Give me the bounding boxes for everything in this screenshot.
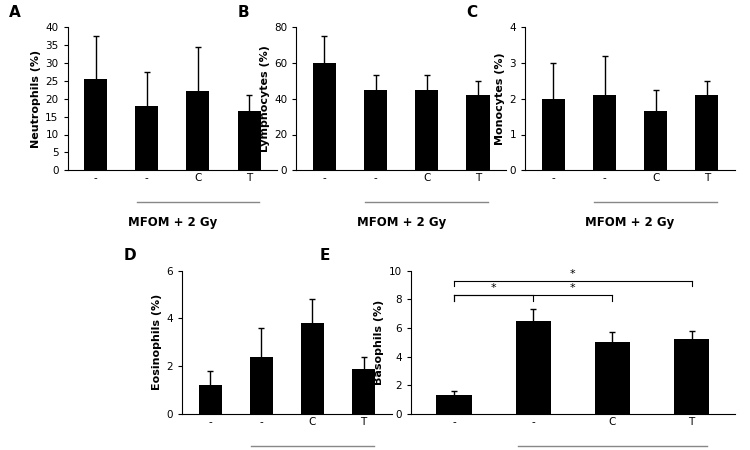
Bar (695, 95, 718, 171)
Y-axis label: Neutrophils (%): Neutrophils (%) (31, 50, 41, 148)
Y-axis label: Eosinophils (%): Eosinophils (%) (152, 294, 162, 391)
Text: C: C (466, 5, 478, 20)
Text: *: * (570, 283, 576, 293)
Bar (313, 63, 336, 171)
Bar (352, 369, 375, 414)
Bar (674, 339, 710, 414)
Bar (199, 385, 221, 414)
Text: B: B (238, 5, 249, 20)
Y-axis label: Monocytes (%): Monocytes (%) (496, 52, 506, 145)
Bar (250, 357, 273, 414)
Bar (593, 95, 616, 171)
Bar (436, 396, 472, 414)
Bar (466, 95, 490, 171)
Text: D: D (123, 248, 136, 264)
Bar (301, 323, 324, 414)
Text: E: E (320, 248, 331, 264)
Text: MFOM + 2 Gy: MFOM + 2 Gy (128, 216, 217, 229)
Bar (84, 79, 107, 171)
Bar (364, 90, 387, 171)
Text: A: A (9, 5, 20, 20)
Bar (515, 321, 551, 414)
Bar (416, 90, 438, 171)
Bar (187, 91, 209, 171)
Text: *: * (491, 283, 496, 293)
Text: MFOM + 2 Gy: MFOM + 2 Gy (586, 216, 675, 229)
Y-axis label: Lymphocytes (%): Lymphocytes (%) (260, 45, 270, 152)
Bar (595, 342, 630, 414)
Bar (135, 106, 158, 171)
Bar (542, 99, 565, 171)
Bar (238, 111, 261, 171)
Y-axis label: Basophils (%): Basophils (%) (374, 300, 385, 385)
Text: MFOM + 2 Gy: MFOM + 2 Gy (357, 216, 446, 229)
Bar (644, 111, 668, 171)
Text: *: * (570, 269, 576, 279)
